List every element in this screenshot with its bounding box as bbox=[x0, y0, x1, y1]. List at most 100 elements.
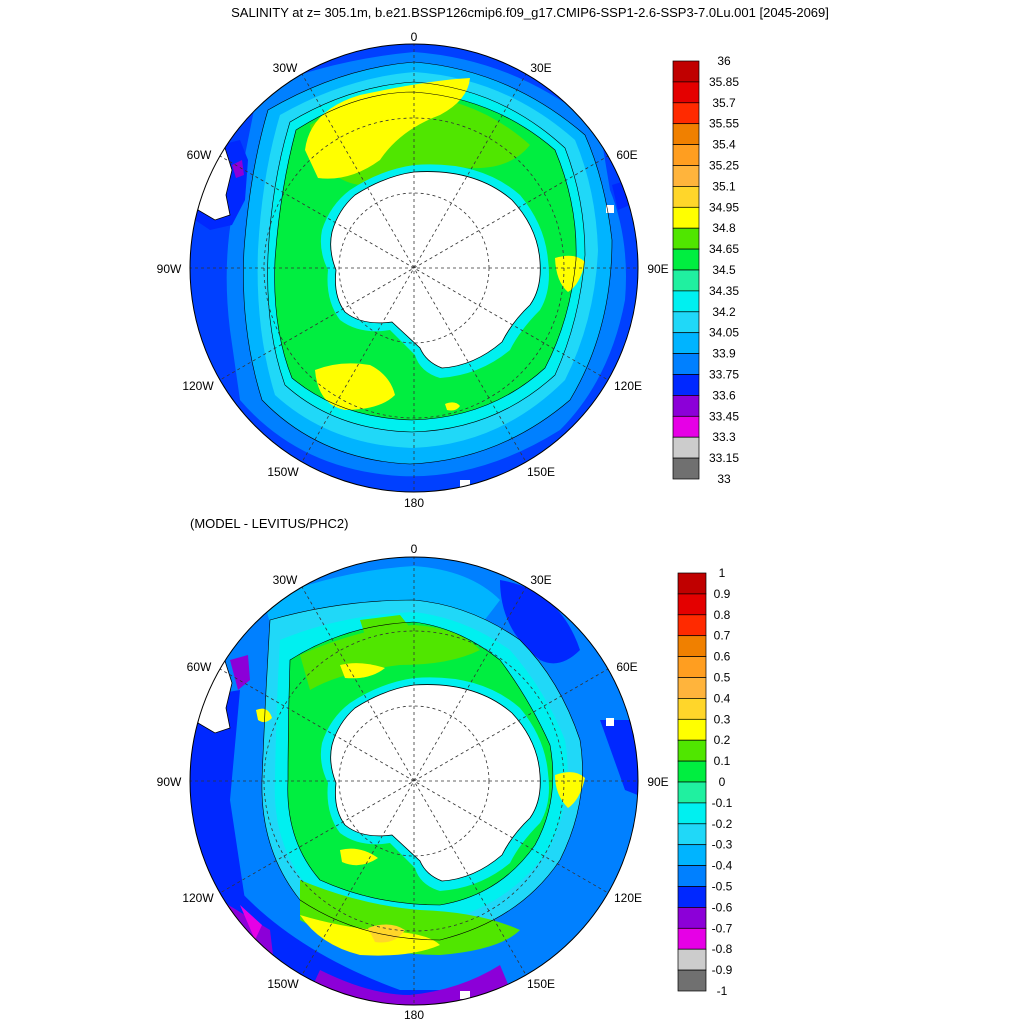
colorbar-tick-label: 34.95 bbox=[709, 200, 739, 214]
lon-label-90e: 90E bbox=[647, 775, 668, 789]
colorbar-tick-label: 34.05 bbox=[709, 326, 739, 340]
colorbar-swatch bbox=[677, 739, 707, 762]
colorbar-swatch bbox=[672, 374, 700, 396]
colorbar-tick-label: 0.2 bbox=[714, 733, 731, 747]
colorbar-tick-label: 33.6 bbox=[712, 388, 736, 402]
colorbar-tick-label: 1 bbox=[719, 566, 726, 580]
colorbar-tick-label: 33.75 bbox=[709, 368, 739, 382]
colorbar-tick-label: 33.15 bbox=[709, 451, 739, 465]
colorbar-tick-label: 35.7 bbox=[712, 96, 736, 110]
colorbar-swatch bbox=[677, 927, 707, 950]
colorbar-swatch bbox=[677, 865, 707, 887]
colorbar-swatch bbox=[672, 332, 700, 354]
colorbar-swatch bbox=[677, 614, 707, 637]
colorbar-tick-label: 36 bbox=[717, 54, 731, 68]
salinity-longitude-labels: 0 30E 60E 90E 120E 150E 180 150W 120W 90… bbox=[157, 30, 669, 510]
colorbar-tick-label: 34.35 bbox=[709, 284, 739, 298]
colorbar-swatch bbox=[672, 311, 700, 334]
colorbar-tick-label: -0.3 bbox=[712, 838, 733, 852]
colorbar-swatch bbox=[677, 635, 707, 657]
colorbar-swatch bbox=[677, 781, 707, 804]
colorbar-swatch bbox=[677, 969, 707, 992]
colorbar-tick-label: 34.65 bbox=[709, 242, 739, 256]
colorbar-tick-label: 0.1 bbox=[714, 754, 731, 768]
colorbar-swatch bbox=[677, 886, 707, 908]
colorbar-tick-label: 0.8 bbox=[714, 608, 731, 622]
lon-label-150w: 150W bbox=[267, 465, 299, 479]
colorbar-tick-label: -0.9 bbox=[712, 963, 733, 977]
lon-label-150e: 150E bbox=[527, 977, 555, 991]
colorbar-swatch bbox=[672, 415, 700, 438]
colorbar-swatch bbox=[672, 186, 700, 208]
colorbar-swatch bbox=[672, 60, 700, 83]
colorbar-swatch bbox=[672, 102, 700, 125]
colorbar-tick-label: 33.9 bbox=[712, 347, 736, 361]
colorbar-swatch bbox=[677, 698, 707, 720]
colorbar-swatch bbox=[672, 290, 700, 313]
colorbar-tick-label: -0.8 bbox=[712, 942, 733, 956]
colorbar-tick-label: 0.6 bbox=[714, 650, 731, 664]
colorbar-swatch bbox=[677, 907, 707, 929]
colorbar-tick-label: -0.5 bbox=[712, 880, 733, 894]
figure-title: SALINITY at z= 305.1m, b.e21.BSSP126cmip… bbox=[231, 5, 829, 20]
colorbar-swatch bbox=[677, 656, 707, 678]
lon-label-60w: 60W bbox=[187, 660, 212, 674]
colorbar-tick-label: 0 bbox=[719, 775, 726, 789]
colorbar-swatch bbox=[672, 123, 700, 145]
lon-label-180: 180 bbox=[404, 1008, 424, 1022]
colorbar-tick-label: 35.25 bbox=[709, 159, 739, 173]
colorbar-swatch bbox=[672, 165, 700, 187]
salinity-field bbox=[190, 44, 638, 492]
lon-label-30e: 30E bbox=[530, 61, 551, 75]
lon-label-180: 180 bbox=[404, 496, 424, 510]
colorbar-tick-label: 0.5 bbox=[714, 671, 731, 685]
colorbar-swatch bbox=[677, 677, 707, 699]
salinity-map: 0 30E 60E 90E 120E 150E 180 150W 120W 90… bbox=[157, 30, 669, 510]
lon-label-90w: 90W bbox=[157, 262, 182, 276]
lon-label-120e: 120E bbox=[614, 891, 642, 905]
lon-label-90e: 90E bbox=[647, 262, 668, 276]
colorbar-swatch bbox=[677, 802, 707, 825]
lon-label-120w: 120W bbox=[182, 379, 214, 393]
colorbar-tick-label: -0.1 bbox=[712, 796, 733, 810]
lon-label-120w: 120W bbox=[182, 891, 214, 905]
colorbar-tick-label: 35.4 bbox=[712, 138, 736, 152]
colorbar-swatch bbox=[677, 593, 707, 616]
colorbar-tick-label: -0.6 bbox=[712, 900, 733, 914]
colorbar-tick-label: 34.8 bbox=[712, 221, 736, 235]
colorbar-swatch bbox=[672, 81, 700, 104]
colorbar-tick-label: 33.3 bbox=[712, 430, 736, 444]
colorbar-tick-label: 33.45 bbox=[709, 409, 739, 423]
colorbar-swatch bbox=[677, 948, 707, 971]
lon-label-150e: 150E bbox=[527, 465, 555, 479]
colorbar-swatch bbox=[672, 269, 700, 292]
lon-label-30w: 30W bbox=[273, 573, 298, 587]
colorbar-swatch bbox=[677, 844, 707, 866]
difference-field bbox=[190, 557, 638, 1005]
difference-subtitle: (MODEL - LEVITUS/PHC2) bbox=[190, 516, 348, 531]
colorbar-tick-label: -1 bbox=[717, 984, 728, 998]
colorbar-swatch bbox=[672, 248, 700, 271]
colorbar-tick-label: 0.9 bbox=[714, 587, 731, 601]
lon-label-30e: 30E bbox=[530, 573, 551, 587]
lon-label-60e: 60E bbox=[616, 660, 637, 674]
colorbar-swatch bbox=[672, 395, 700, 417]
colorbar-swatch bbox=[677, 718, 707, 741]
difference-map: 0 30E 60E 90E 120E 150E 180 150W 120W 90… bbox=[157, 542, 669, 1022]
colorbar-swatch bbox=[672, 227, 700, 250]
colorbar-swatch bbox=[672, 353, 700, 375]
colorbar-swatch bbox=[672, 457, 700, 480]
lon-label-60e: 60E bbox=[616, 148, 637, 162]
lon-label-150w: 150W bbox=[267, 977, 299, 991]
colorbar-tick-label: -0.2 bbox=[712, 817, 733, 831]
lon-label-0: 0 bbox=[411, 30, 418, 44]
colorbar-swatch bbox=[672, 206, 700, 229]
lon-label-120e: 120E bbox=[614, 379, 642, 393]
colorbar-swatch bbox=[677, 572, 707, 595]
colorbar-tick-label: 0.4 bbox=[714, 691, 731, 705]
difference-longitude-labels: 0 30E 60E 90E 120E 150E 180 150W 120W 90… bbox=[157, 542, 669, 1022]
colorbar-tick-label: 0.7 bbox=[714, 629, 731, 643]
colorbar-tick-label: 34.5 bbox=[712, 263, 736, 277]
lon-label-0: 0 bbox=[411, 542, 418, 556]
